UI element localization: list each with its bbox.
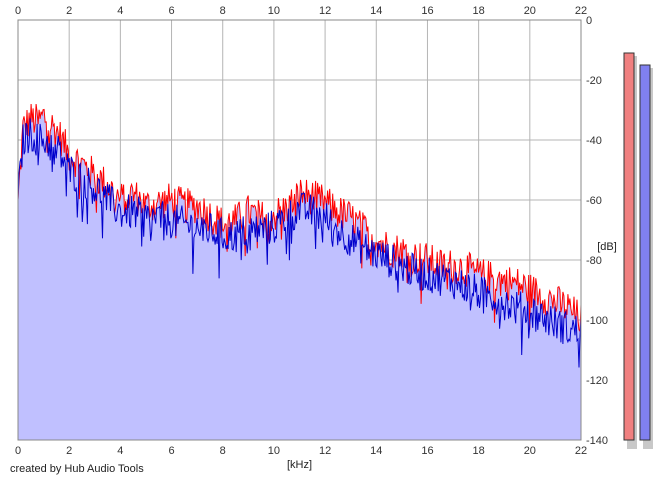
x-axis-label: [kHz] [287, 459, 312, 471]
plot-frame [17, 19, 582, 441]
x-axis-bottom: 0 2 4 6 8 10 12 14 16 18 20 22 [15, 445, 587, 457]
x-tick-top-label: 14 [370, 5, 382, 17]
x-tick-top-label: 18 [473, 5, 485, 17]
y-axis: 0 -20 -40 -60 -80 -100 -120 -140 [586, 15, 608, 447]
credit-text: created by Hub Audio Tools [10, 463, 144, 475]
spectrum-fill-area [18, 104, 581, 440]
y-tick-label: -60 [586, 195, 602, 207]
x-tick-bottom-label: 4 [117, 445, 123, 457]
y-tick-label: -100 [586, 315, 608, 327]
x-tick-bottom-label: 0 [15, 445, 21, 457]
x-tick-top-label: 0 [15, 5, 21, 17]
x-tick-top-label: 10 [268, 5, 280, 17]
y-tick-label: -80 [586, 255, 602, 267]
x-tick-top-label: 22 [575, 5, 587, 17]
x-tick-bottom-label: 6 [168, 445, 174, 457]
x-tick-top-label: 6 [168, 5, 174, 17]
x-tick-top-label: 2 [66, 5, 72, 17]
x-tick-top-label: 12 [319, 5, 331, 17]
y-tick-label: -40 [586, 135, 602, 147]
y-tick-label: -140 [586, 435, 608, 447]
x-tick-bottom-label: 2 [66, 445, 72, 457]
x-tick-bottom-label: 22 [575, 445, 587, 457]
y-axis-label: [dB] [597, 241, 617, 253]
x-tick-top-label: 4 [117, 5, 123, 17]
x-tick-top-label: 8 [220, 5, 226, 17]
x-tick-bottom-label: 16 [421, 445, 433, 457]
level-meter-bar [623, 52, 635, 441]
y-tick-label: -120 [586, 375, 608, 387]
x-tick-bottom-label: 14 [370, 445, 382, 457]
y-tick-label: 0 [586, 15, 592, 27]
level-meters [623, 52, 653, 449]
x-tick-bottom-label: 10 [268, 445, 280, 457]
x-tick-bottom-label: 8 [220, 445, 226, 457]
series-line-blue [17, 118, 582, 368]
x-tick-top-label: 16 [421, 5, 433, 17]
x-tick-bottom-label: 12 [319, 445, 331, 457]
level-meter-bar [639, 64, 651, 441]
x-tick-bottom-label: 20 [524, 445, 536, 457]
y-tick-label: -20 [586, 75, 602, 87]
x-tick-top-label: 20 [524, 5, 536, 17]
x-tick-bottom-label: 18 [473, 445, 485, 457]
x-axis-top: 0 2 4 6 8 10 12 14 16 18 20 22 [15, 5, 587, 17]
